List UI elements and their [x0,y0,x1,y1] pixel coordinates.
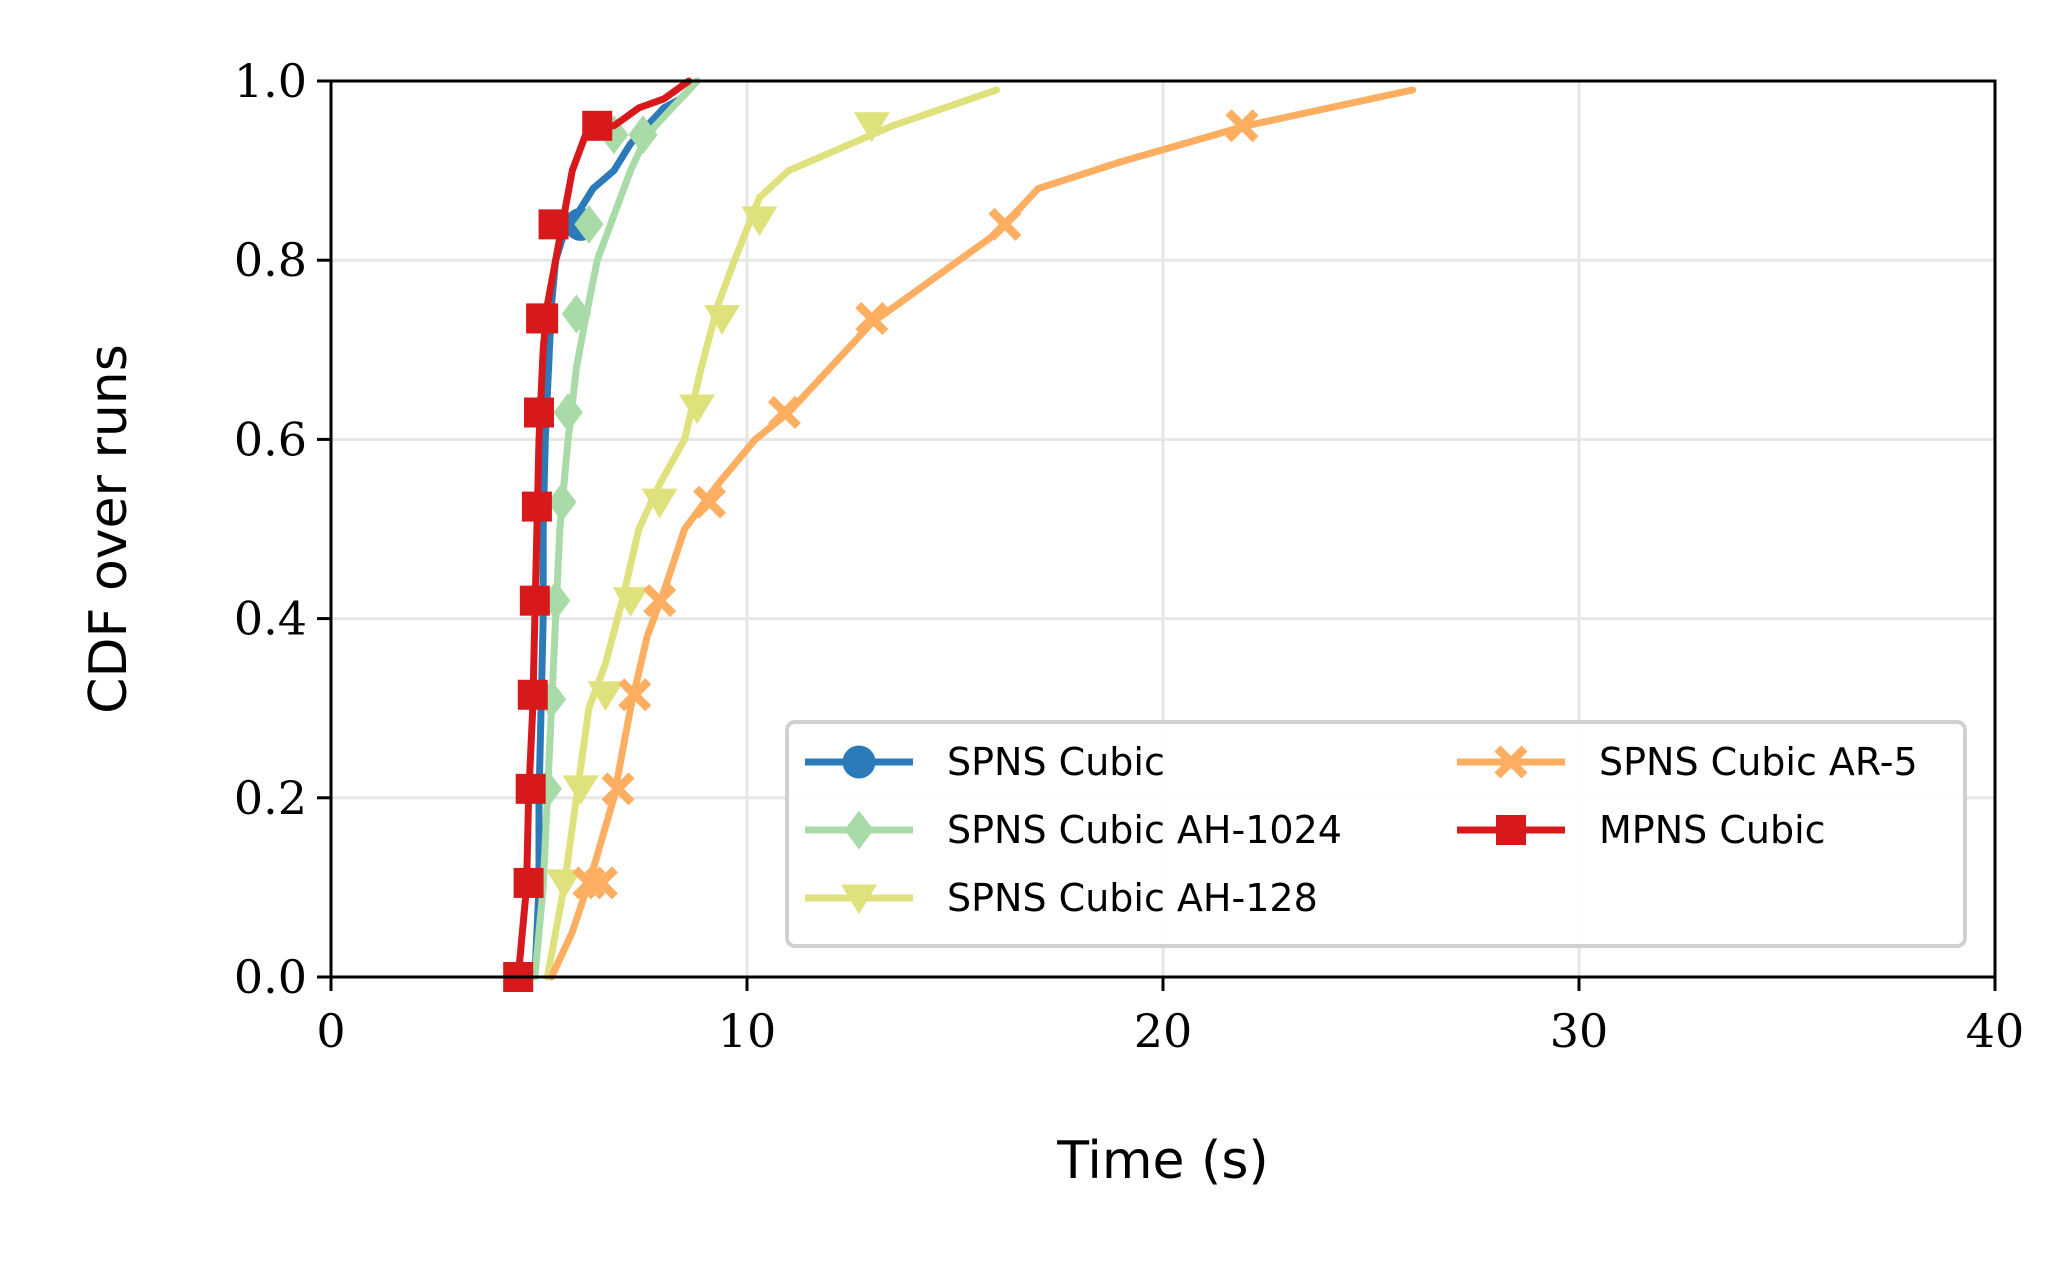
legend-item: MPNS Cubic [1457,808,1826,852]
x-axis-ticks: 0 10 20 30 40 [316,977,2024,1058]
data-point [618,678,652,712]
data-point [767,396,801,430]
legend-label: SPNS Cubic AR-5 [1599,740,1918,784]
data-point [562,775,599,806]
data-point [693,485,727,519]
legend-marker [841,884,877,915]
data-point [538,209,569,240]
data-point [545,869,582,900]
x-axis-label: Time (s) [1056,1131,1268,1191]
data-point [574,204,604,244]
series-3 [547,86,1417,981]
data-point [528,303,559,334]
legend-item: SPNS Cubic AH-128 [805,876,1318,920]
data-point [587,681,624,711]
data-point [547,482,577,522]
y-tick-label: 1.0 [234,54,307,108]
series-line [531,77,701,981]
data-point [853,112,890,142]
legend-label: MPNS Cubic [1599,808,1826,852]
x-tick-label: 10 [718,1004,777,1058]
legend-marker [844,810,874,850]
y-axis-ticks: 0.0 0.2 0.4 0.6 0.8 1.0 [234,54,331,1004]
x-tick-label: 30 [1550,1004,1609,1058]
legend-marker [842,745,876,779]
data-point [988,207,1022,241]
x-tick-label: 40 [1966,1004,2025,1058]
data-point [741,206,778,237]
series-1 [531,77,701,981]
data-point [679,394,716,425]
legend-label: SPNS Cubic AH-1024 [947,808,1342,852]
data-point [553,393,583,433]
data-point [513,867,544,898]
data-point [601,772,635,806]
legend-item: SPNS Cubic AH-1024 [805,808,1342,852]
data-point [855,301,889,335]
data-point [1225,109,1259,143]
legend-marker [1494,745,1528,779]
y-tick-label: 0.0 [234,950,307,1004]
data-point [584,866,618,900]
data-point [643,584,677,618]
y-tick-label: 0.8 [234,233,307,287]
data-point [515,773,546,804]
y-tick-label: 0.6 [234,412,307,466]
series-layer [503,77,1417,992]
data-point [519,585,550,616]
x-tick-label: 0 [316,1004,345,1058]
data-point [521,491,552,522]
legend-marker [1496,815,1526,845]
data-point [612,587,649,617]
legend-label: SPNS Cubic [947,740,1165,784]
y-tick-label: 0.4 [234,592,307,646]
legend-box [785,720,1967,948]
legend-label: SPNS Cubic AH-128 [947,876,1318,920]
series-4 [503,77,693,992]
data-point [561,294,592,334]
data-point [641,488,678,519]
data-point [524,397,554,428]
data-point [628,115,658,155]
legend-item: SPNS Cubic AR-5 [1457,740,1918,784]
data-point [517,679,548,710]
legend: SPNS Cubic SPNS Cubic AH-1024 SPNS Cubic A… [785,720,1967,948]
data-point [582,110,613,141]
y-tick-label: 0.2 [234,771,307,825]
series-line [543,86,1001,981]
data-point [704,304,741,335]
x-tick-label: 20 [1134,1004,1193,1058]
series-2 [543,86,1001,981]
legend-item: SPNS Cubic [805,740,1165,784]
y-axis-label: CDF over runs [79,344,139,714]
